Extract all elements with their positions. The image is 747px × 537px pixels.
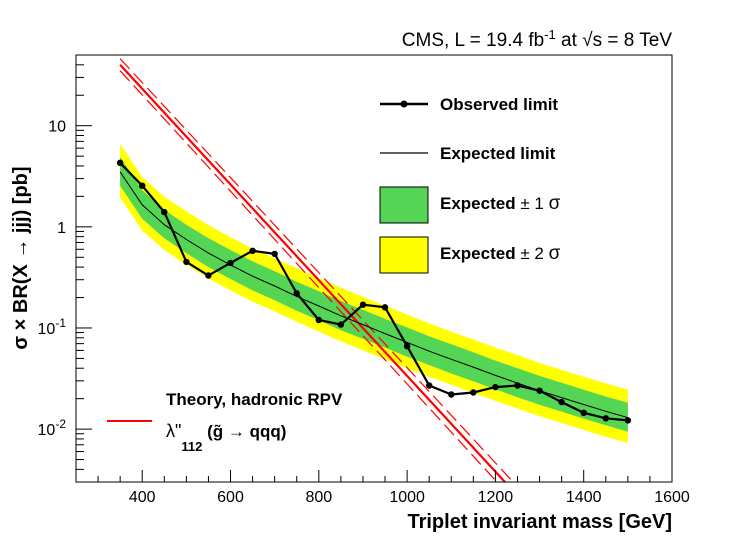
theory-lambda: λ" xyxy=(166,421,181,441)
x-tick-label: 1000 xyxy=(389,489,425,506)
y-tick-label: 10 xyxy=(48,119,66,136)
observed-point xyxy=(514,382,521,389)
observed-point xyxy=(249,247,256,254)
observed-point xyxy=(116,159,124,166)
observed-point xyxy=(558,398,565,406)
observed-point xyxy=(227,259,234,267)
observed-point xyxy=(337,321,345,328)
x-tick-label: 1600 xyxy=(654,489,690,506)
theory-band-lower xyxy=(119,70,498,482)
legend-1sigma-label: Expected ± 1 σ xyxy=(440,193,561,214)
plot-frame xyxy=(75,54,673,483)
observed-point xyxy=(470,389,477,396)
title-energy: = 8 TeV xyxy=(607,30,672,51)
observed-point xyxy=(359,301,367,308)
y-axis-title: σ × BR(X → jjj) [pb] xyxy=(10,166,32,349)
chart-title: CMS, L = 19.4 fb-1 at √s = 8 TeV xyxy=(402,27,673,51)
observed-point xyxy=(293,290,300,297)
observed-point xyxy=(448,391,455,398)
x-tick-label: 400 xyxy=(129,489,156,506)
x-tick-label: 800 xyxy=(305,489,332,506)
legend-observed-label: Observed limit xyxy=(440,95,558,114)
y-tick-label: 10-2 xyxy=(38,417,67,439)
observed-point xyxy=(381,304,389,311)
bands-layer xyxy=(120,143,628,443)
observed-point xyxy=(205,272,212,279)
observed-point xyxy=(624,417,632,424)
observed-point xyxy=(536,387,543,394)
observed-point xyxy=(602,415,609,422)
title-lumi-exponent: -1 xyxy=(544,27,556,42)
legend-observed-marker xyxy=(400,100,408,108)
theory-lambda-sub: 112 xyxy=(181,439,202,454)
observed-line xyxy=(119,162,629,422)
observed-point xyxy=(139,182,146,189)
legend-expected-label: Expected limit xyxy=(440,144,556,163)
expected-1sigma-band xyxy=(120,157,628,432)
observed-point xyxy=(183,258,190,266)
theory-line xyxy=(119,64,507,482)
y-tick-label: 1 xyxy=(57,220,66,237)
observed-point xyxy=(492,383,499,391)
theory-band-upper xyxy=(119,58,515,482)
legend-2sigma-label: Expected ± 2 σ xyxy=(440,243,561,264)
observed-point xyxy=(161,208,168,216)
lines-layer xyxy=(116,58,632,482)
legend: Observed limit Expected limit Expected ±… xyxy=(107,95,561,454)
y-tick-label: 10-1 xyxy=(38,316,67,338)
observed-point xyxy=(426,382,433,389)
title-s: s xyxy=(593,30,603,51)
title-at: at xyxy=(561,30,578,51)
theory-process-rest: (g̃ → qqq) xyxy=(207,422,286,441)
title-sqrt: √ xyxy=(582,30,593,51)
legend-theory-label: Theory, hadronic RPV xyxy=(166,390,343,409)
legend-theory-process: λ"112 (g̃ → qqq) xyxy=(166,421,286,454)
x-axis: 400 600 800 1000 1200 1400 1600 xyxy=(97,470,690,506)
observed-point xyxy=(580,409,587,416)
x-axis-title: Triplet invariant mass [GeV] xyxy=(407,511,672,533)
x-tick-label: 1200 xyxy=(478,489,514,506)
legend-1sigma-box xyxy=(379,186,429,224)
x-tick-label: 600 xyxy=(217,489,244,506)
x-tick-label: 1400 xyxy=(566,489,602,506)
y-axis: 10-2 10-1 1 10 xyxy=(38,54,92,483)
legend-2sigma-box xyxy=(379,236,429,274)
title-experiment: CMS, L = 19.4 fb xyxy=(402,30,544,51)
observed-point xyxy=(271,250,278,258)
observed-point xyxy=(315,316,322,324)
observed-point xyxy=(403,343,411,350)
